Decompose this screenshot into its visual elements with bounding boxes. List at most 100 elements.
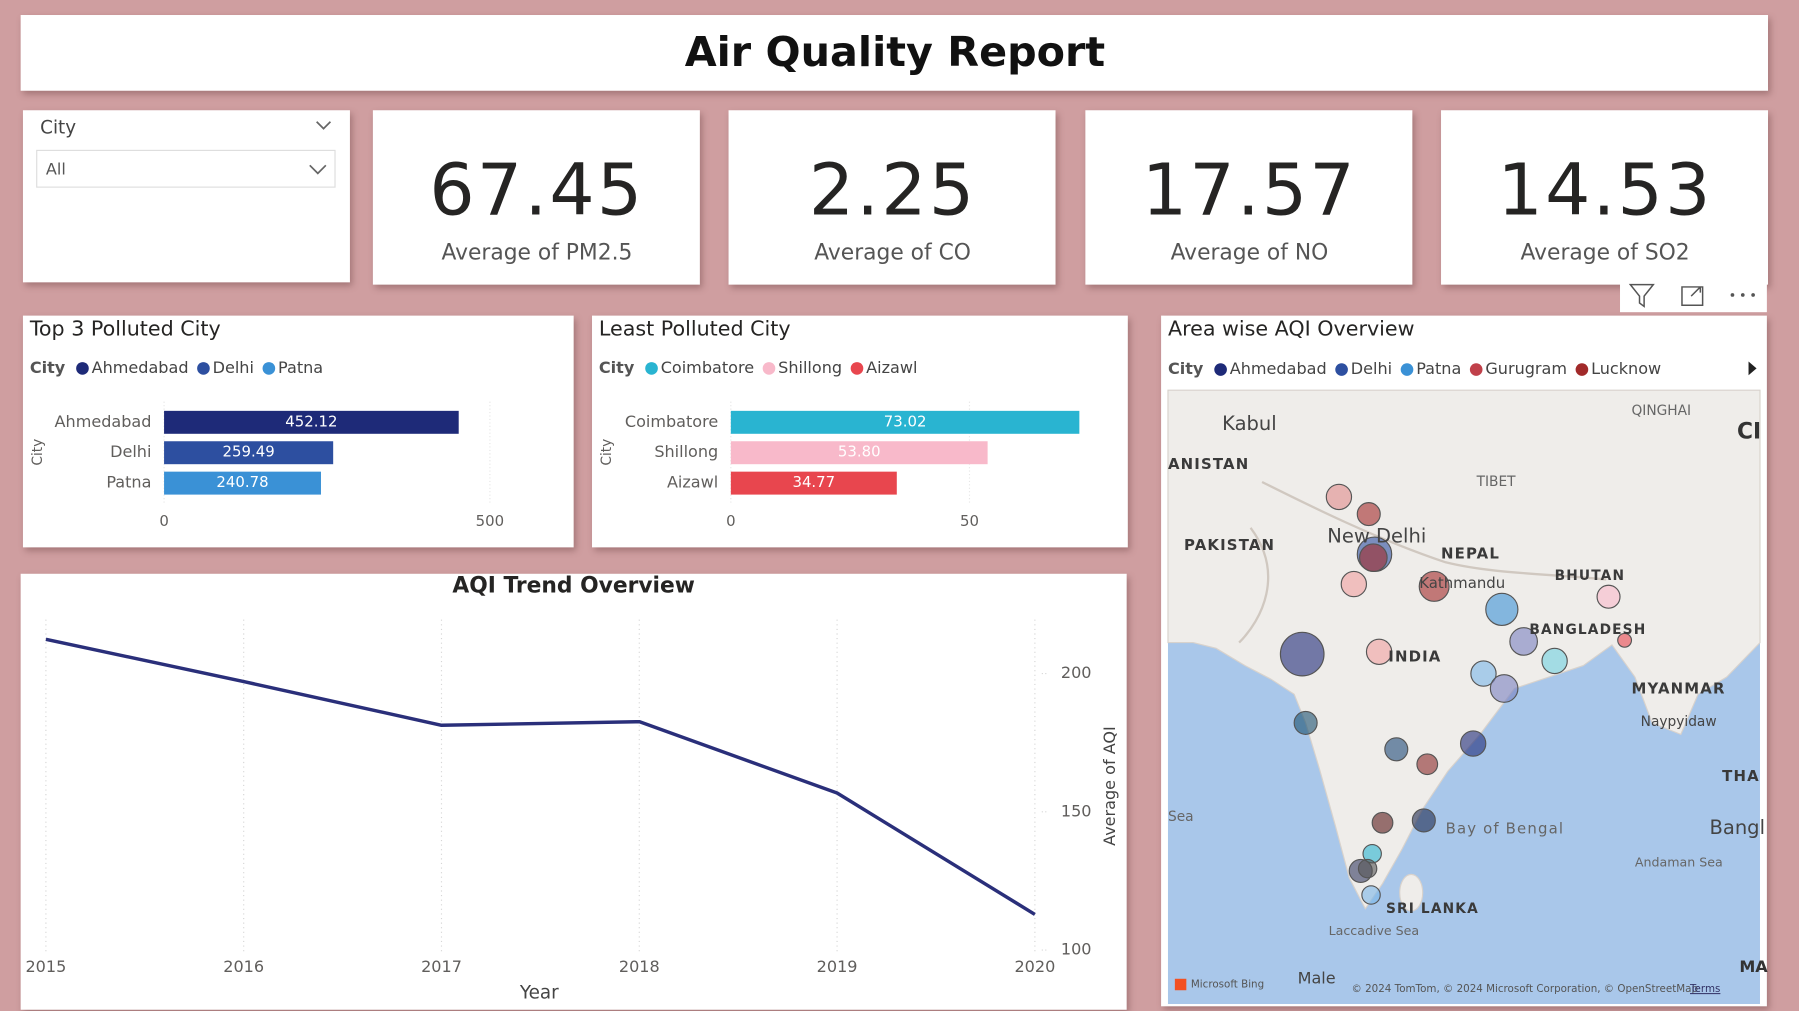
legend-title: City bbox=[30, 358, 66, 377]
map-place: PAKISTAN bbox=[1184, 536, 1275, 554]
bar bbox=[164, 410, 459, 434]
visual-header bbox=[1620, 277, 1767, 313]
map-bubble[interactable] bbox=[1416, 753, 1439, 776]
x-tick-label: 50 bbox=[960, 512, 979, 530]
map-bubble[interactable] bbox=[1418, 570, 1450, 602]
bar bbox=[730, 441, 988, 465]
map-bubble[interactable] bbox=[1359, 543, 1388, 573]
focus-icon[interactable] bbox=[1681, 286, 1704, 307]
legend-marker bbox=[1469, 363, 1483, 376]
map-bubble[interactable] bbox=[1617, 632, 1633, 648]
slicer-panel bbox=[22, 110, 350, 283]
data-label: 452.12 bbox=[285, 412, 337, 430]
map-bubble[interactable] bbox=[1509, 627, 1538, 656]
map-bubble[interactable] bbox=[1411, 808, 1436, 833]
map-place: QINGHAI bbox=[1631, 403, 1691, 419]
legend-next[interactable] bbox=[1748, 361, 1757, 376]
map-bubble[interactable] bbox=[1470, 660, 1497, 687]
card bbox=[1441, 110, 1769, 285]
legend-item: Delhi bbox=[213, 358, 254, 377]
map-bubble[interactable] bbox=[1293, 710, 1318, 735]
map-bubble[interactable] bbox=[1340, 570, 1368, 598]
map-bubble[interactable] bbox=[1361, 885, 1381, 905]
x-axis-title: Year bbox=[519, 983, 559, 1004]
line-series bbox=[45, 637, 1036, 916]
filter-icon[interactable] bbox=[1628, 283, 1655, 308]
card-label: Average of NO bbox=[1171, 241, 1329, 266]
x-tick-label: 2020 bbox=[1014, 957, 1055, 976]
map-bubble[interactable] bbox=[1357, 858, 1378, 879]
map-place: CI bbox=[1737, 420, 1761, 445]
legend-item: Patna bbox=[1416, 359, 1461, 378]
map-bubble[interactable] bbox=[1596, 584, 1621, 609]
x-tick-label: 2018 bbox=[619, 957, 660, 976]
legend-item: Ahmedabad bbox=[1230, 359, 1327, 378]
data-label: 73.02 bbox=[884, 412, 927, 430]
x-tick-label: 2017 bbox=[421, 957, 462, 976]
map-place: Bangl bbox=[1710, 816, 1765, 839]
map-bubble[interactable] bbox=[1459, 730, 1487, 757]
map-bubble[interactable] bbox=[1365, 638, 1393, 665]
legend-item: Gurugram bbox=[1485, 359, 1567, 378]
map-place: Male bbox=[1298, 968, 1336, 987]
page-title: Air Quality Report bbox=[685, 28, 1105, 76]
x-tick-label: 500 bbox=[476, 512, 504, 530]
y-tick-label: Delhi bbox=[110, 442, 151, 461]
map-attribution: Microsoft Bing bbox=[1191, 979, 1264, 991]
legend-item: Coimbatore bbox=[661, 358, 754, 377]
y-tick-label: Aizawl bbox=[667, 473, 718, 492]
y-axis-title: City bbox=[599, 439, 615, 466]
map-place: TIBET bbox=[1476, 474, 1517, 490]
legend-title: City bbox=[1168, 359, 1204, 378]
more-options[interactable] bbox=[1730, 293, 1755, 297]
y-axis-title: Average of AQI bbox=[1100, 726, 1119, 846]
legend-marker bbox=[197, 362, 210, 375]
slicer-label: City bbox=[40, 118, 76, 139]
cards: 67.45 Average of PM2.5 2.25 Average of CO 17… bbox=[372, 110, 1769, 285]
data-label: 53.80 bbox=[838, 443, 881, 461]
card-value: 14.53 bbox=[1498, 149, 1713, 232]
map-attribution: © 2024 TomTom, © 2024 Microsoft Corporat… bbox=[1352, 983, 1699, 995]
map-bubble[interactable] bbox=[1485, 592, 1519, 626]
map-place: Laccadive Sea bbox=[1329, 923, 1420, 938]
map-place: Kathmandu bbox=[1419, 574, 1505, 592]
legend-marker bbox=[1575, 363, 1589, 376]
legend-item: Patna bbox=[278, 358, 323, 377]
map-bubble[interactable] bbox=[1325, 483, 1353, 511]
legend-marker bbox=[1335, 363, 1348, 376]
dropdown-chevron[interactable] bbox=[309, 164, 327, 175]
x-tick-label: 2015 bbox=[25, 957, 66, 976]
card bbox=[728, 110, 1056, 285]
map-place: NEPAL bbox=[1441, 544, 1500, 562]
card-value: 67.45 bbox=[429, 149, 644, 232]
map-bubble[interactable] bbox=[1541, 647, 1568, 675]
map-bubble[interactable] bbox=[1489, 674, 1519, 703]
slicer-dropdown[interactable] bbox=[36, 149, 336, 188]
bar bbox=[164, 471, 321, 495]
map-place: BHUTAN bbox=[1555, 568, 1626, 584]
legend-marker bbox=[76, 362, 89, 375]
legend-item: Lucknow bbox=[1591, 359, 1661, 378]
data-label: 34.77 bbox=[792, 473, 835, 491]
legend-marker bbox=[762, 362, 776, 375]
card bbox=[1085, 110, 1413, 285]
header-panel bbox=[20, 15, 1769, 91]
legend-marker bbox=[1400, 363, 1414, 376]
chart-title: AQI Trend Overview bbox=[452, 573, 695, 598]
map-bubble[interactable] bbox=[1279, 631, 1325, 677]
map-bubble[interactable] bbox=[1356, 502, 1381, 527]
map-terms[interactable]: Terms bbox=[1689, 983, 1720, 995]
card-label: Average of PM2.5 bbox=[442, 241, 633, 266]
legend-item: Shillong bbox=[778, 358, 842, 377]
map-bubble[interactable] bbox=[1384, 737, 1409, 762]
map-place: INDIA bbox=[1388, 648, 1441, 666]
y-tick-label: Coimbatore bbox=[625, 412, 718, 431]
map-bubble[interactable] bbox=[1371, 811, 1394, 834]
x-tick-label: 0 bbox=[159, 512, 168, 530]
map-place: Sea bbox=[1168, 809, 1194, 825]
x-tick-label: 2019 bbox=[817, 957, 858, 976]
slicer-collapse[interactable] bbox=[316, 121, 332, 130]
card bbox=[372, 110, 700, 285]
